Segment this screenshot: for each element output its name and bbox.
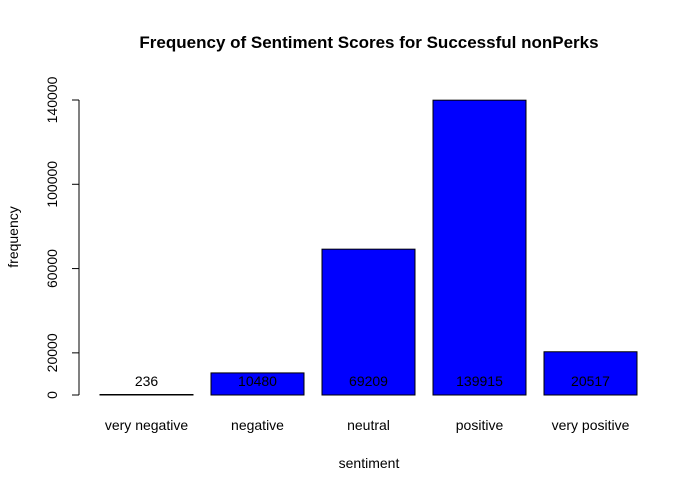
bar — [210, 372, 305, 396]
data-label: 69209 — [349, 373, 388, 389]
y-axis: 0 20000 60000 100000 140000 — [44, 76, 80, 399]
bar — [99, 394, 194, 396]
x-tick-label: negative — [231, 417, 284, 433]
bar — [432, 99, 527, 396]
x-axis-label: sentiment — [339, 455, 400, 471]
data-labels: 236 10480 69209 139915 20517 — [135, 373, 610, 389]
y-axis-label: frequency — [5, 206, 21, 267]
x-tick-label: very positive — [552, 417, 630, 433]
data-label: 139915 — [456, 373, 503, 389]
chart-title: Frequency of Sentiment Scores for Succes… — [139, 33, 598, 52]
y-tick-label: 60000 — [44, 249, 60, 288]
y-tick-label: 100000 — [44, 161, 60, 208]
bar — [321, 248, 416, 396]
x-tick-label: neutral — [347, 417, 390, 433]
y-tick-label: 20000 — [44, 333, 60, 372]
data-label: 236 — [135, 373, 159, 389]
bars — [99, 99, 638, 396]
bar — [543, 351, 638, 396]
y-tick-label: 0 — [44, 391, 60, 399]
data-label: 20517 — [571, 373, 610, 389]
x-tick-labels: very negative negative neutral positive very… — [105, 417, 630, 433]
x-tick-label: positive — [456, 417, 504, 433]
x-tick-label: very negative — [105, 417, 188, 433]
data-label: 10480 — [238, 373, 277, 389]
y-tick-label: 140000 — [44, 76, 60, 123]
